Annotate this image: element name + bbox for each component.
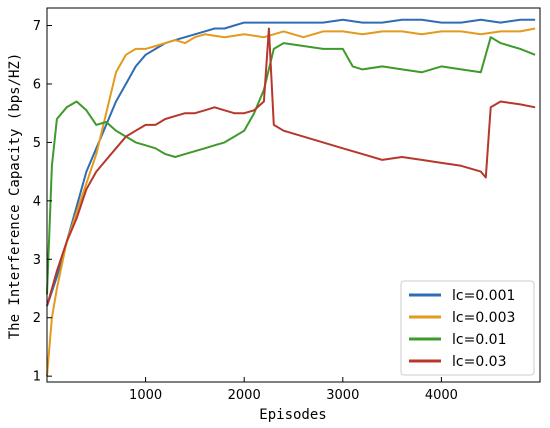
series-line-1 (46, 18, 536, 307)
plot-frame (46, 7, 541, 383)
legend-label-3: lc=0.01 (452, 332, 507, 348)
legend-label-4: lc=0.03 (452, 354, 507, 370)
y-tick-label: 7 (33, 19, 41, 34)
legend-label-2: lc=0.003 (452, 310, 515, 326)
legend: lc=0.001 lc=0.003 lc=0.01 lc=0.03 (400, 280, 535, 376)
y-tick-label: 5 (33, 136, 41, 151)
x-tick-label: 1000 (129, 388, 162, 403)
series-line-2 (46, 27, 536, 377)
x-tick-label: 4000 (425, 388, 458, 403)
y-axis-ticks: 1 2 3 4 5 6 7 (33, 19, 52, 385)
x-tick-label: 3000 (326, 388, 359, 403)
y-tick-label: 1 (33, 370, 41, 385)
x-axis-ticks: 1000 2000 3000 4000 (129, 377, 458, 403)
y-tick-label: 2 (33, 311, 41, 326)
series-line-4 (46, 27, 536, 307)
y-tick-label: 6 (33, 77, 41, 92)
legend-label-1: lc=0.001 (452, 288, 515, 304)
y-tick-label: 4 (33, 194, 41, 209)
x-axis-label: Episodes (259, 407, 326, 423)
x-tick-label: 2000 (228, 388, 261, 403)
y-axis-label: The Interference Capacity (bps/HZ) (7, 53, 23, 340)
legend-box (400, 280, 535, 376)
series-layer (46, 18, 536, 377)
series-line-3 (46, 36, 536, 295)
y-tick-label: 3 (33, 253, 41, 268)
